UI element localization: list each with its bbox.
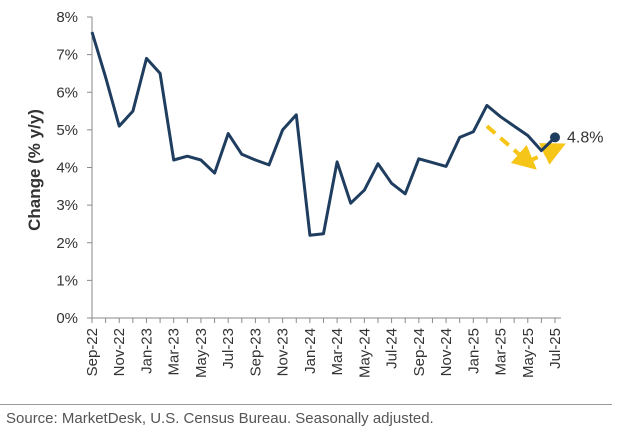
x-tick-label: May-24 (356, 328, 373, 378)
x-tick-label: Nov-23 (275, 328, 292, 376)
y-tick-label: 5% (56, 122, 78, 139)
x-tick-label: Jul-23 (220, 328, 237, 369)
last-value-label: 4.8% (567, 129, 603, 146)
series (90, 31, 557, 237)
x-tick-label: Sep-22 (84, 328, 101, 376)
x-tick-label: Sep-23 (247, 328, 264, 376)
y-tick-label: 8% (56, 9, 78, 26)
x-tick-label: Jan-23 (138, 328, 155, 374)
y-tick-label: 1% (56, 272, 78, 289)
series-line (90, 31, 557, 237)
last-value-marker (550, 132, 560, 143)
y-tick-label: 3% (56, 197, 78, 214)
trend-arrows (485, 124, 566, 170)
x-tick-label: Nov-22 (111, 328, 128, 376)
x-tick-label: Jul-25 (547, 328, 564, 369)
x-tick-label: Jul-24 (384, 328, 401, 369)
x-tick-label: Jan-24 (302, 328, 319, 374)
annotations: 4.8% (550, 129, 603, 146)
x-tick-label: Mar-24 (329, 328, 346, 376)
x-tick-label: May-23 (193, 328, 210, 378)
y-tick-label: 6% (56, 84, 78, 101)
source-note: Source: MarketDesk, U.S. Census Bureau. … (6, 410, 434, 427)
y-tick-label: 0% (56, 310, 78, 327)
y-tick-label: 4% (56, 160, 78, 177)
x-tick-label: Mar-25 (493, 328, 510, 376)
y-axis: 0% 1% 2% 3% 4% 5% 6% 7% 8% (56, 9, 93, 327)
x-tick-label: Jan-25 (465, 328, 482, 374)
x-tick-label: Sep-24 (411, 328, 428, 376)
trend-arrow (485, 124, 537, 170)
x-axis: Sep-22 Nov-22 Jan-23 Mar-23 May-23 Jul-23 Sep-… (84, 317, 564, 378)
y-axis-label: Change (% y/y) (25, 109, 44, 231)
y-tick-label: 2% (56, 235, 78, 252)
x-tick-label: Mar-23 (166, 328, 183, 376)
trend-arrow (526, 143, 566, 165)
x-tick-label: Nov-24 (438, 328, 455, 376)
y-tick-label: 7% (56, 47, 78, 64)
x-tick-label: May-25 (520, 328, 537, 378)
footer-divider (0, 404, 612, 405)
